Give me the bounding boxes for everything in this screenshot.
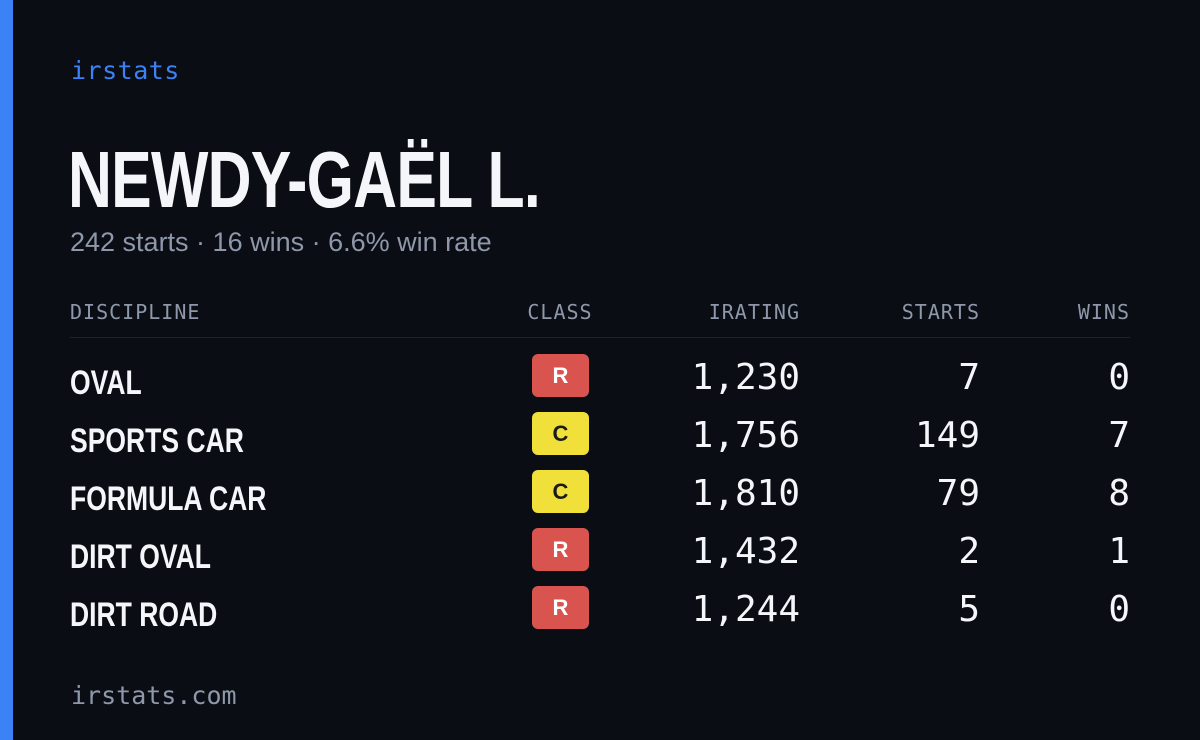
irating-value: 1,810 (691, 473, 800, 514)
class-badge: R (532, 354, 589, 397)
irating-value: 1,432 (691, 531, 800, 572)
header-starts: STARTS (901, 300, 980, 324)
irating-value: 1,230 (691, 357, 800, 398)
starts-value: 79 (936, 473, 980, 514)
table-row: OVAL R 1,230 7 0 (0, 354, 1200, 412)
wins-value: 0 (1108, 357, 1130, 398)
table-row: FORMULA CAR C 1,810 79 8 (0, 470, 1200, 528)
class-badge: C (532, 412, 589, 455)
discipline-name: OVAL (70, 364, 142, 402)
irating-value: 1,756 (691, 415, 800, 456)
discipline-name: SPORTS CAR (70, 422, 244, 460)
starts-value: 2 (958, 531, 980, 572)
header-divider (70, 337, 1130, 338)
brand-logo: irstats (71, 56, 180, 85)
irating-value: 1,244 (691, 589, 800, 630)
wins-value: 7 (1108, 415, 1130, 456)
driver-name: NEWDY-GAËL L. (68, 135, 541, 224)
header-wins: WINS (1077, 300, 1130, 324)
table-row: DIRT OVAL R 1,432 2 1 (0, 528, 1200, 586)
header-discipline: DISCIPLINE (70, 300, 201, 324)
class-badge: R (532, 586, 589, 629)
discipline-name: DIRT OVAL (70, 538, 211, 576)
class-badge: C (532, 470, 589, 513)
discipline-name: FORMULA CAR (70, 480, 267, 518)
wins-value: 0 (1108, 589, 1130, 630)
header-irating: IRATING (708, 300, 800, 324)
table-row: SPORTS CAR C 1,756 149 7 (0, 412, 1200, 470)
class-badge: R (532, 528, 589, 571)
discipline-name: DIRT ROAD (70, 596, 218, 634)
table-row: DIRT ROAD R 1,244 5 0 (0, 586, 1200, 644)
footer-url: irstats.com (71, 681, 237, 710)
starts-value: 7 (958, 357, 980, 398)
starts-value: 149 (914, 415, 980, 456)
starts-value: 5 (958, 589, 980, 630)
header-class: CLASS (527, 300, 593, 324)
wins-value: 8 (1108, 473, 1130, 514)
wins-value: 1 (1108, 531, 1130, 572)
driver-summary: 242 starts · 16 wins · 6.6% win rate (70, 227, 492, 257)
accent-bar (0, 0, 13, 740)
